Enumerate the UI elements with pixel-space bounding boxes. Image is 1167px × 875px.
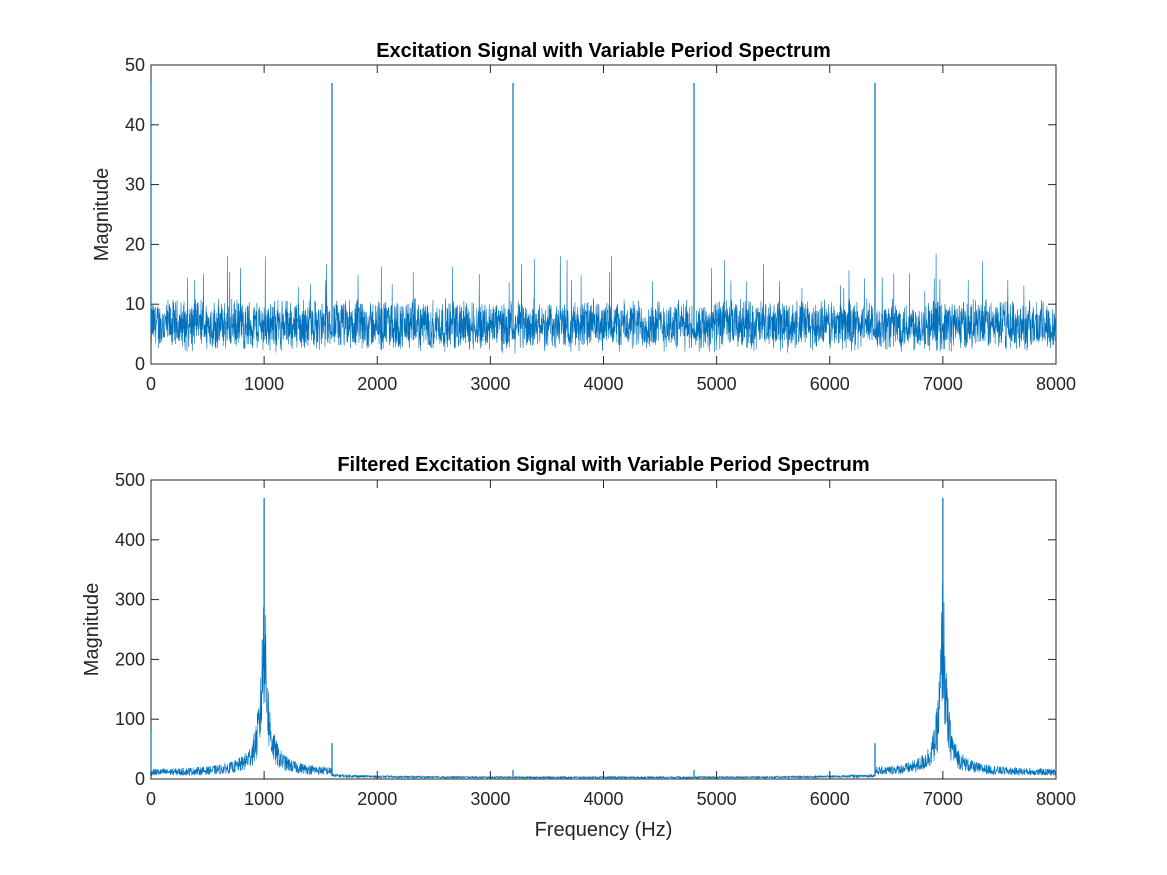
top-y-tick-label: 0 [135, 354, 145, 374]
top-x-tick-label: 4000 [583, 374, 623, 394]
bottom-y-tick-label: 100 [115, 709, 145, 729]
bottom-x-tick-label: 4000 [583, 789, 623, 809]
bottom-x-tick-label: 0 [146, 789, 156, 809]
bottom-y-axis-label: Magnitude [81, 583, 103, 676]
bottom-y-tick-label: 500 [115, 470, 145, 490]
top-ticks: 0 1000 2000 3000 4000 5000 6000 7000 8000 0 10 20 30… [125, 55, 1076, 394]
bottom-y-tick-label: 0 [135, 769, 145, 789]
top-x-tick-label: 1000 [244, 374, 284, 394]
top-chart-title: Excitation Signal with Variable Period S… [376, 40, 831, 62]
top-y-tick-label: 10 [125, 294, 145, 314]
top-series-line [150, 253, 1057, 354]
chart-bottom: 0 1000 2000 3000 4000 5000 6000 7000 8000 0 100 200… [81, 454, 1076, 841]
bottom-ticks: 0 1000 2000 3000 4000 5000 6000 7000 8000 0 100 200… [115, 470, 1076, 809]
top-y-tick-label: 30 [125, 175, 145, 195]
top-x-tick-label: 3000 [470, 374, 510, 394]
chart-top: 0 1000 2000 3000 4000 5000 6000 7000 8000 0 10 20 30… [91, 40, 1076, 394]
bottom-x-tick-label: 2000 [357, 789, 397, 809]
bottom-axes-box [150, 479, 1057, 780]
bottom-x-tick-label: 7000 [923, 789, 963, 809]
top-x-tick-label: 6000 [810, 374, 850, 394]
top-x-tick-label: 2000 [357, 374, 397, 394]
bottom-chart-title: Filtered Excitation Signal with Variable… [337, 454, 869, 476]
bottom-x-axis-label: Frequency (Hz) [535, 819, 673, 841]
bottom-y-tick-label: 300 [115, 590, 145, 610]
top-x-tick-label: 5000 [697, 374, 737, 394]
bottom-x-tick-label: 3000 [470, 789, 510, 809]
bottom-y-tick-label: 400 [115, 530, 145, 550]
top-y-tick-label: 40 [125, 115, 145, 135]
top-y-tick-label: 20 [125, 234, 145, 254]
bottom-x-tick-label: 5000 [697, 789, 737, 809]
top-x-tick-label: 8000 [1036, 374, 1076, 394]
bottom-x-tick-label: 8000 [1036, 789, 1076, 809]
top-x-tick-label: 7000 [923, 374, 963, 394]
bottom-x-tick-label: 1000 [244, 789, 284, 809]
top-y-axis-label: Magnitude [91, 168, 113, 261]
bottom-x-tick-label: 6000 [810, 789, 850, 809]
bottom-y-tick-label: 200 [115, 649, 145, 669]
top-x-tick-label: 0 [146, 374, 156, 394]
top-y-tick-label: 50 [125, 55, 145, 75]
